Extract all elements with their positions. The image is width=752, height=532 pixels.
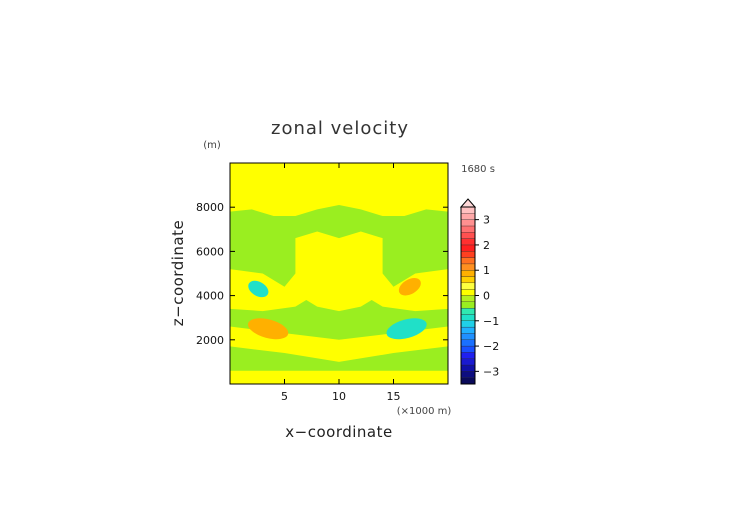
colorbar-swatch — [460, 276, 476, 284]
contour-region — [230, 163, 339, 217]
time-label: 1680 s — [461, 164, 495, 175]
y-unit-label: (m) — [203, 140, 221, 151]
contour-region — [398, 278, 421, 296]
colorbar-tick-label: 2 — [483, 239, 490, 252]
colorbar-tick-label: 0 — [483, 290, 490, 303]
colorbar-swatch — [460, 263, 476, 271]
colorbar-swatch — [460, 282, 476, 290]
colorbar-swatch — [460, 206, 476, 214]
colorbar-tick-label: −2 — [483, 340, 499, 353]
contour-regions — [230, 163, 448, 384]
y-tick-label: 2000 — [196, 334, 224, 347]
contour-region — [339, 231, 448, 312]
colorbar-swatch — [460, 307, 476, 315]
x-tick-label: 15 — [387, 390, 401, 403]
colorbar-swatch — [460, 326, 476, 334]
colorbar-swatch — [460, 345, 476, 353]
colorbar-swatch — [460, 333, 476, 340]
colorbar-swatch — [460, 295, 476, 302]
colorbar-swatch — [460, 232, 476, 239]
colorbar-swatch — [460, 251, 476, 258]
colorbar-swatch — [460, 320, 476, 328]
y-axis-label: z−coordinate — [169, 220, 187, 326]
contour-region — [386, 318, 427, 340]
colorbar-swatch — [460, 270, 476, 277]
colorbar-swatch — [460, 244, 476, 252]
y-tick-label: 4000 — [196, 290, 224, 303]
colorbar: −3 −2 −1 0 1 2 3 — [459, 198, 499, 385]
colorbar-swatch — [460, 377, 476, 385]
colorbar-tick-label: 1 — [483, 264, 490, 277]
colorbar-swatch — [460, 213, 476, 220]
colorbar-extend-arrow — [459, 198, 477, 208]
colorbar-swatch — [460, 238, 476, 246]
colorbar-swatch — [460, 257, 476, 265]
plot-area — [230, 163, 448, 384]
colorbar-swatch — [460, 301, 476, 309]
colorbar-swatch — [460, 364, 476, 372]
colorbar-swatch — [460, 339, 476, 347]
x-axis-label: x−coordinate — [285, 423, 392, 441]
x-tick-label: 10 — [332, 390, 346, 403]
x-tick-label: 5 — [281, 390, 288, 403]
y-tick-label: 8000 — [196, 201, 224, 214]
x-ticks: 5 10 15 — [281, 163, 401, 403]
contour-region — [230, 326, 339, 362]
colorbar-swatch — [460, 358, 476, 366]
colorbar-swatch — [460, 314, 476, 321]
contour-region — [248, 318, 289, 340]
chart-title: zonal velocity — [271, 118, 409, 139]
colorbar-swatch — [460, 289, 476, 296]
colorbar-swatch — [460, 371, 476, 378]
colorbar-tick-label: −3 — [483, 365, 499, 378]
contour-region — [339, 163, 448, 217]
colorbar-tick-label: −1 — [483, 315, 499, 328]
colorbar-swatch — [460, 352, 476, 359]
contour-region — [248, 280, 269, 298]
y-tick-label: 6000 — [196, 245, 224, 258]
colorbar-swatch — [460, 225, 476, 233]
x-unit-label: (×1000 m) — [397, 406, 452, 417]
y-ticks: 2000 4000 6000 8000 — [196, 201, 448, 347]
contour-region — [339, 326, 448, 362]
colorbar-tick-label: 3 — [483, 214, 490, 227]
colorbar-swatch — [460, 219, 476, 227]
